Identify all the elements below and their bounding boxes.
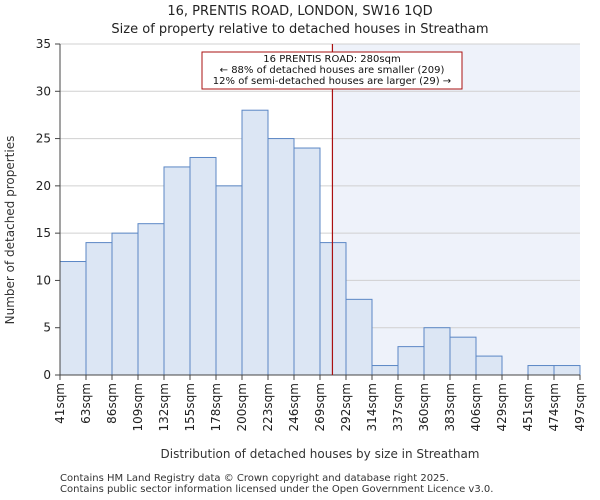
x-tick-label: 360sqm bbox=[417, 383, 431, 431]
x-tick-label: 41sqm bbox=[53, 383, 67, 424]
annotation-line-1: 16 PRENTIS ROAD: 280sqm bbox=[263, 54, 400, 65]
x-tick-label: 63sqm bbox=[79, 383, 93, 424]
x-tick-label: 406sqm bbox=[469, 383, 483, 431]
histogram-bar bbox=[189, 156, 217, 376]
x-tick-label: 178sqm bbox=[209, 383, 223, 431]
histogram-bar bbox=[111, 232, 139, 376]
histogram-bar bbox=[475, 355, 503, 376]
x-tick-label: 132sqm bbox=[157, 383, 171, 431]
histogram-bar bbox=[371, 365, 399, 376]
y-tick-label: 0 bbox=[43, 368, 51, 382]
histogram-bar bbox=[85, 242, 113, 376]
y-tick-label: 35 bbox=[36, 37, 51, 51]
y-tick-label: 20 bbox=[36, 179, 51, 193]
y-tick-label: 15 bbox=[36, 226, 51, 240]
chart-title: 16, PRENTIS ROAD, LONDON, SW16 1QD bbox=[167, 4, 433, 19]
x-tick-label: 292sqm bbox=[339, 383, 353, 431]
y-axis-label: Number of detached properties bbox=[3, 136, 17, 325]
x-tick-label: 497sqm bbox=[573, 383, 587, 431]
footer-line-1: Contains HM Land Registry data © Crown c… bbox=[60, 473, 449, 484]
y-tick-label: 5 bbox=[43, 321, 51, 335]
x-tick-label: 246sqm bbox=[287, 383, 301, 431]
histogram-bar bbox=[241, 109, 269, 376]
x-tick-label: 383sqm bbox=[443, 383, 457, 431]
histogram-bar bbox=[137, 223, 165, 376]
annotation-line-3: 12% of semi-detached houses are larger (… bbox=[213, 76, 451, 87]
y-tick-label: 30 bbox=[36, 84, 51, 98]
x-tick-label: 451sqm bbox=[521, 383, 535, 431]
histogram-bar bbox=[397, 346, 425, 376]
x-tick-label: 269sqm bbox=[313, 383, 327, 431]
chart-subtitle: Size of property relative to detached ho… bbox=[111, 22, 489, 37]
annotation-line-2: ← 88% of detached houses are smaller (20… bbox=[220, 65, 445, 76]
y-tick-label: 25 bbox=[36, 132, 51, 146]
x-tick-label: 474sqm bbox=[547, 383, 561, 431]
x-tick-label: 223sqm bbox=[261, 383, 275, 431]
histogram-bar bbox=[527, 365, 555, 376]
x-tick-label: 200sqm bbox=[235, 383, 249, 431]
highlight-region bbox=[332, 44, 580, 375]
histogram-bar bbox=[423, 327, 451, 376]
footer-line-2: Contains public sector information licen… bbox=[60, 484, 494, 495]
histogram-bar bbox=[215, 185, 243, 376]
x-axis-label: Distribution of detached houses by size … bbox=[161, 447, 480, 461]
x-tick-label: 109sqm bbox=[131, 383, 145, 431]
annotation-box bbox=[201, 51, 463, 90]
x-tick-label: 155sqm bbox=[183, 383, 197, 431]
histogram-bar bbox=[163, 166, 191, 376]
histogram-bar bbox=[59, 261, 87, 376]
histogram-bar bbox=[293, 147, 321, 376]
histogram-bar bbox=[449, 336, 477, 376]
histogram-bar bbox=[267, 138, 295, 376]
histogram-bar bbox=[345, 298, 373, 376]
x-tick-label: 429sqm bbox=[495, 383, 509, 431]
x-tick-label: 337sqm bbox=[391, 383, 405, 431]
histogram-bar bbox=[553, 365, 581, 376]
x-tick-label: 86sqm bbox=[105, 383, 119, 424]
x-tick-label: 314sqm bbox=[365, 383, 379, 431]
y-tick-label: 10 bbox=[36, 273, 51, 287]
